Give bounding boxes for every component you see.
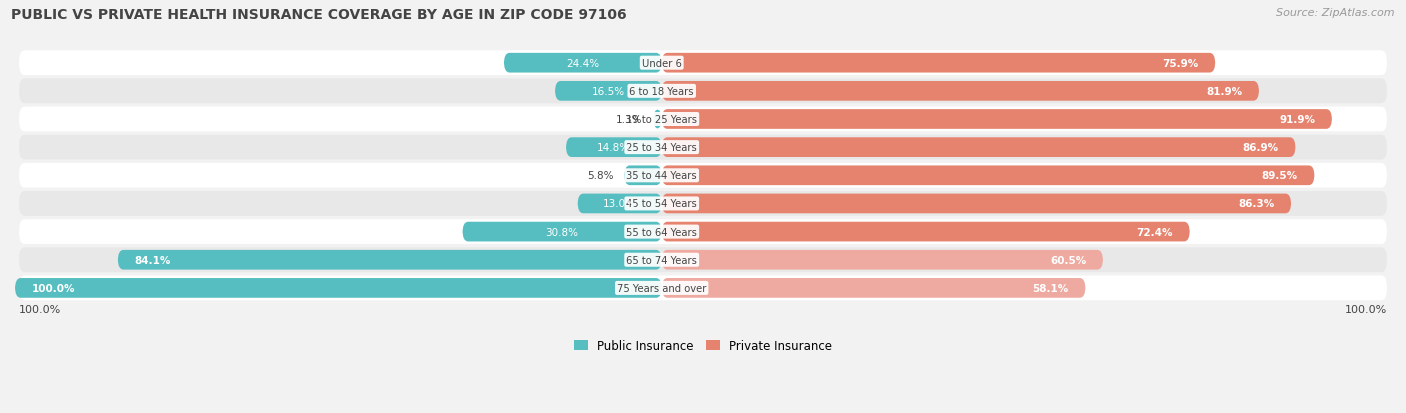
FancyBboxPatch shape — [555, 82, 662, 102]
Text: 35 to 44 Years: 35 to 44 Years — [627, 171, 697, 181]
Text: 13.0%: 13.0% — [603, 199, 636, 209]
FancyBboxPatch shape — [662, 54, 1215, 74]
Text: 45 to 54 Years: 45 to 54 Years — [626, 199, 697, 209]
FancyBboxPatch shape — [15, 278, 662, 298]
Text: 91.9%: 91.9% — [1279, 115, 1316, 125]
Text: 81.9%: 81.9% — [1206, 87, 1243, 97]
Text: 19 to 25 Years: 19 to 25 Years — [626, 115, 697, 125]
Text: 60.5%: 60.5% — [1050, 255, 1087, 265]
FancyBboxPatch shape — [662, 166, 1315, 186]
Text: 30.8%: 30.8% — [546, 227, 579, 237]
FancyBboxPatch shape — [654, 110, 662, 130]
Text: 16.5%: 16.5% — [592, 87, 624, 97]
FancyBboxPatch shape — [662, 82, 1258, 102]
Text: 24.4%: 24.4% — [567, 59, 599, 69]
FancyBboxPatch shape — [20, 276, 1386, 301]
Text: 100.0%: 100.0% — [31, 283, 75, 293]
FancyBboxPatch shape — [20, 220, 1386, 244]
Text: 75.9%: 75.9% — [1163, 59, 1199, 69]
FancyBboxPatch shape — [662, 194, 1291, 214]
FancyBboxPatch shape — [503, 54, 662, 74]
Text: 72.4%: 72.4% — [1136, 227, 1173, 237]
Text: 6 to 18 Years: 6 to 18 Years — [630, 87, 695, 97]
FancyBboxPatch shape — [578, 194, 662, 214]
FancyBboxPatch shape — [662, 278, 1085, 298]
Text: 1.3%: 1.3% — [616, 115, 643, 125]
Text: 86.9%: 86.9% — [1243, 143, 1279, 153]
Text: 100.0%: 100.0% — [20, 304, 62, 314]
Text: 14.8%: 14.8% — [598, 143, 630, 153]
Text: Source: ZipAtlas.com: Source: ZipAtlas.com — [1277, 8, 1395, 18]
FancyBboxPatch shape — [567, 138, 662, 158]
Text: 55 to 64 Years: 55 to 64 Years — [626, 227, 697, 237]
FancyBboxPatch shape — [624, 166, 662, 186]
Text: 86.3%: 86.3% — [1239, 199, 1275, 209]
Legend: Public Insurance, Private Insurance: Public Insurance, Private Insurance — [569, 334, 837, 356]
Text: 89.5%: 89.5% — [1261, 171, 1298, 181]
FancyBboxPatch shape — [20, 79, 1386, 104]
FancyBboxPatch shape — [662, 250, 1102, 270]
FancyBboxPatch shape — [20, 192, 1386, 216]
Text: 5.8%: 5.8% — [586, 171, 613, 181]
Text: 100.0%: 100.0% — [1344, 304, 1386, 314]
FancyBboxPatch shape — [20, 248, 1386, 273]
FancyBboxPatch shape — [118, 250, 662, 270]
FancyBboxPatch shape — [20, 51, 1386, 76]
FancyBboxPatch shape — [20, 164, 1386, 188]
Text: PUBLIC VS PRIVATE HEALTH INSURANCE COVERAGE BY AGE IN ZIP CODE 97106: PUBLIC VS PRIVATE HEALTH INSURANCE COVER… — [11, 8, 627, 22]
FancyBboxPatch shape — [20, 107, 1386, 132]
FancyBboxPatch shape — [20, 135, 1386, 160]
Text: 75 Years and over: 75 Years and over — [617, 283, 706, 293]
Text: Under 6: Under 6 — [641, 59, 682, 69]
FancyBboxPatch shape — [662, 222, 1189, 242]
Text: 58.1%: 58.1% — [1032, 283, 1069, 293]
FancyBboxPatch shape — [662, 138, 1295, 158]
FancyBboxPatch shape — [662, 110, 1331, 130]
Text: 84.1%: 84.1% — [135, 255, 170, 265]
Text: 25 to 34 Years: 25 to 34 Years — [626, 143, 697, 153]
Text: 65 to 74 Years: 65 to 74 Years — [626, 255, 697, 265]
FancyBboxPatch shape — [463, 222, 662, 242]
